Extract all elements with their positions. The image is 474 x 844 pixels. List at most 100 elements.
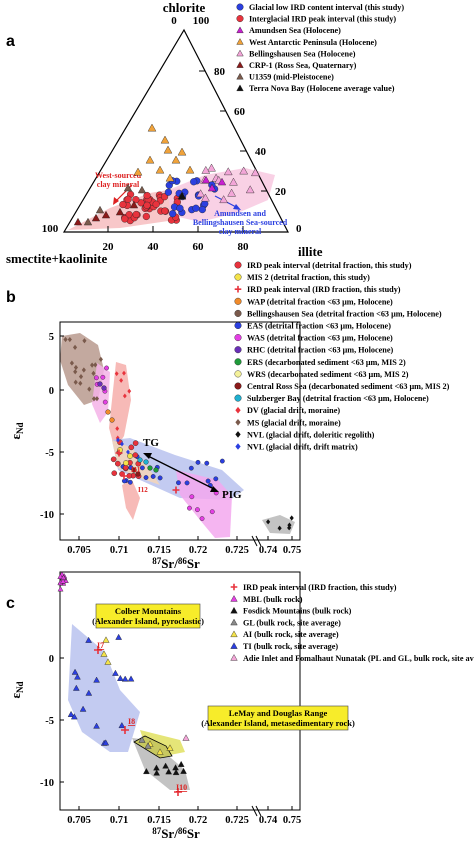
data-point [289,515,294,521]
x-tick-label: 0.74 [259,545,278,556]
data-point [176,480,181,486]
data-point [157,475,163,481]
data-point [155,165,165,174]
data-point [132,210,140,219]
data-point [172,769,180,776]
data-point [93,676,100,683]
data-point [93,722,100,729]
data-point [83,217,93,226]
data-point [115,449,123,457]
panel-a: a chlorite 0 100 0 100 illite smectite+k… [6,0,404,266]
legend-label: RHC (detrital fraction <63 μm, Holocene) [247,346,393,355]
side-tick-label: 80 [214,66,226,78]
data-point [73,364,79,371]
data-point [187,505,192,511]
data-point [217,177,227,186]
legend-marker [234,261,242,269]
data-point [67,710,75,717]
data-point [111,470,118,476]
data-point [189,494,195,500]
data-point [94,375,99,381]
legend-label: DV (glacial drift, moraine) [247,406,340,415]
data-point [176,204,184,212]
legend-label: NVL (glacial drift, drift matrix) [247,443,358,452]
panel-letter-b: b [6,289,16,306]
data-point [87,386,92,392]
data-point [165,173,175,182]
x-tick-label: 0.75 [283,815,301,826]
data-point [117,447,123,453]
y-tick-label: 0 [49,386,54,397]
data-point [115,207,125,216]
data-point [97,381,103,387]
annotation-pig: PIG [222,489,242,501]
data-point [91,396,97,402]
legend-marker [230,618,238,626]
legend-marker [234,382,242,390]
data-point [245,185,255,194]
data-point [171,155,181,164]
legend-marker [235,443,241,450]
legend-marker [236,61,244,68]
data-point [110,456,117,463]
legend-label: IRD peak interval (detrital fraction, th… [247,261,412,270]
panel-letter-c: c [6,595,15,612]
legend-marker [234,273,242,281]
annotation-west-sourced: West-sourced clay mineral [95,171,142,189]
corner-tick-top-left: 0 [171,15,177,27]
axis-break-b [251,535,262,547]
data-point [104,365,109,371]
data-point [199,516,205,522]
data-point [67,336,72,343]
legend-label: IRD peak interval (IRD fraction, this st… [247,285,401,294]
legend-marker [236,49,244,57]
data-point [118,722,126,729]
y-tick-label: 0 [49,654,54,665]
legend-label: Bellingshausen Sea (detrital fraction <6… [247,309,442,318]
corner-tick-right: 0 [296,223,302,235]
data-point [182,734,190,741]
data-point [128,444,135,451]
legend-b: IRD peak interval (detrital fraction, th… [234,261,450,452]
data-point [213,476,219,482]
data-point [70,713,78,720]
data-point [209,509,215,515]
legend-marker [236,15,244,23]
data-point [201,165,211,174]
data-point [174,788,182,796]
data-point [201,175,211,184]
scatter-points-b [63,336,294,531]
legend-label: Fosdick Mountains (bulk rock) [243,607,352,616]
legend-label: West Antarctic Peninsula (Holocene) [249,38,377,47]
annotation-amundsen-bellingshausen: Amundsen and Bellingshausen Sea-sourced cl… [193,209,288,236]
data-point [124,195,132,203]
legend-marker [236,84,244,92]
data-point [127,388,132,394]
legend-marker [236,26,244,34]
data-point [95,205,105,214]
legend-marker [230,606,238,614]
data-point [147,465,153,471]
data-point [127,479,133,485]
data-point [82,338,87,344]
legend-c: IRD peak interval (IRD fraction, this st… [230,583,474,663]
data-point [172,486,180,494]
data-point [123,460,129,466]
legend-marker [234,370,242,378]
legend-marker [234,358,242,366]
data-point [177,147,187,156]
legend-label: TI (bulk rock, site average) [243,642,338,651]
side-tick-label: 20 [275,186,287,198]
data-point [85,636,92,643]
x-tick-label: 0.71 [110,815,128,826]
data-point [120,441,124,447]
data-point [126,449,130,455]
annotation-tg: TG [143,437,159,449]
side-tick-label: 80 [238,241,250,253]
legend-marker [230,654,238,661]
data-point [156,748,164,755]
x-ticks-c: 0.705 0.71 0.715 0.72 0.725 0.74 0.75 [67,806,301,826]
data-point [227,188,236,197]
data-point [72,684,80,691]
